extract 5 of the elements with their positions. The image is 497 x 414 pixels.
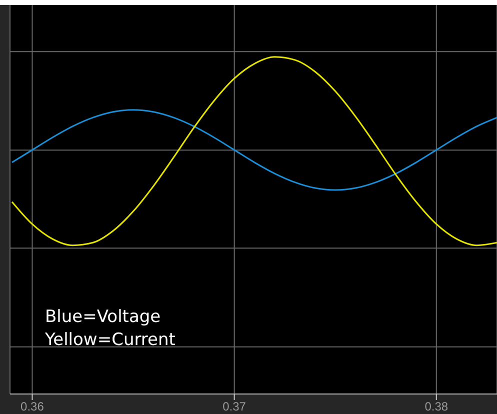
x-tick-label: 0.38 xyxy=(424,400,448,414)
x-tick-label: 0.36 xyxy=(20,400,44,414)
annotation: Blue=Voltage xyxy=(45,307,161,327)
annotation: Yellow=Current xyxy=(44,330,176,350)
x-tick-label: 0.37 xyxy=(222,400,246,414)
